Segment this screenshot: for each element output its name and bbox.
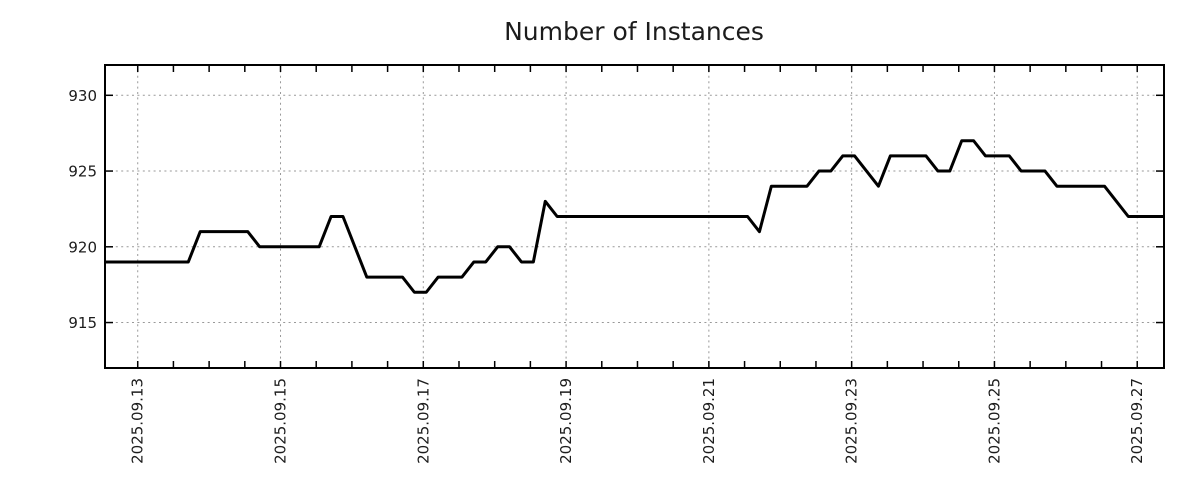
y-tick-label: 925 bbox=[68, 163, 97, 181]
x-tick-label: 2025.09.25 bbox=[985, 378, 1003, 464]
y-tick-label: 920 bbox=[68, 238, 97, 256]
x-tick-label: 2025.09.21 bbox=[700, 378, 718, 464]
y-tick-label: 930 bbox=[68, 87, 97, 105]
x-tick-label: 2025.09.19 bbox=[557, 378, 575, 464]
x-tick-label: 2025.09.17 bbox=[414, 378, 432, 464]
x-tick-label: 2025.09.13 bbox=[129, 378, 147, 464]
y-tick-label: 915 bbox=[68, 314, 97, 332]
x-tick-label: 2025.09.27 bbox=[1128, 378, 1146, 464]
x-tick-label: 2025.09.15 bbox=[272, 378, 290, 464]
x-tick-label: 2025.09.23 bbox=[843, 378, 861, 464]
chart-title: Number of Instances bbox=[504, 17, 764, 46]
axis-ticks bbox=[105, 65, 1164, 368]
axis-tick-labels: 915 920 925 930 2025.09.13 2025.09.15 2025.09.… bbox=[68, 87, 1146, 464]
series-line bbox=[105, 139, 1164, 294]
